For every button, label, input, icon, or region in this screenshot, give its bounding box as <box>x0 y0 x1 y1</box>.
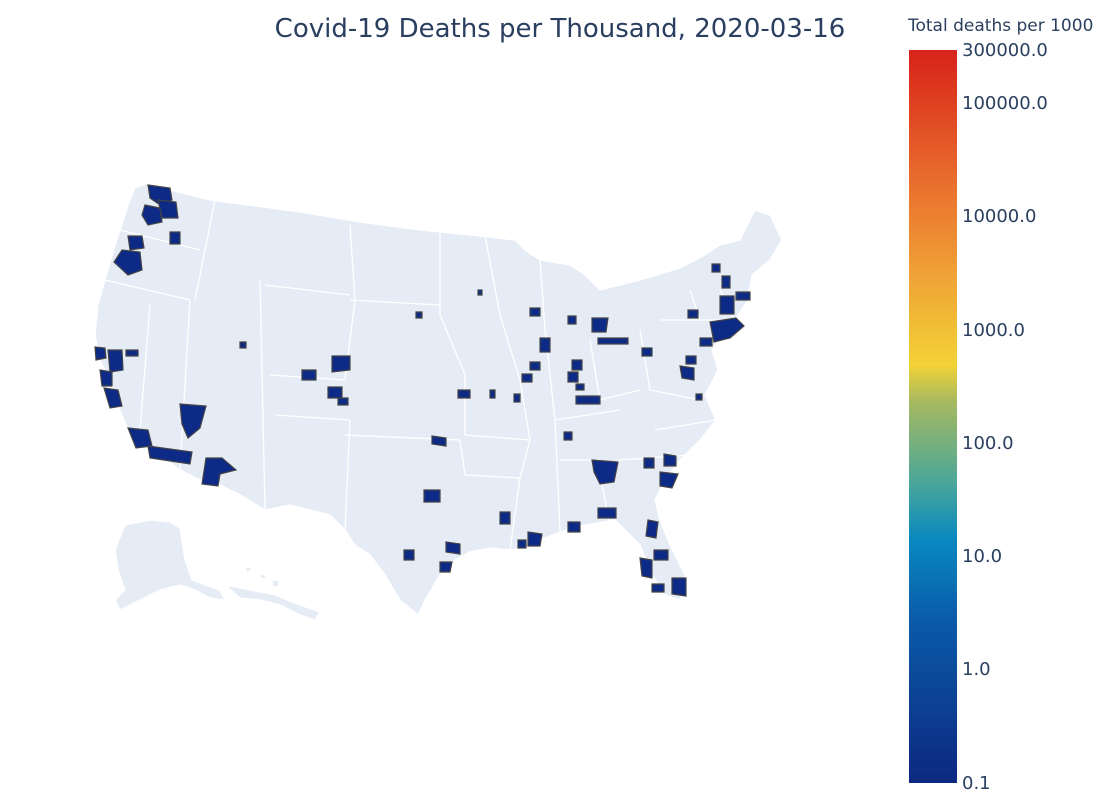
colorbar-tick: 1.0 <box>962 659 991 680</box>
county-region[interactable] <box>169 231 181 245</box>
colorbar-tick: 10.0 <box>962 546 1003 567</box>
county-region[interactable] <box>331 355 351 373</box>
county-region[interactable] <box>591 317 609 333</box>
county-region[interactable] <box>653 549 669 561</box>
county-region[interactable] <box>643 457 655 469</box>
county-region[interactable] <box>201 457 238 487</box>
states <box>94 182 783 621</box>
county-region[interactable] <box>651 583 665 593</box>
county-region[interactable] <box>141 204 163 226</box>
county-region[interactable] <box>663 453 677 467</box>
county-region[interactable] <box>157 199 179 219</box>
county-region[interactable] <box>521 373 533 383</box>
county-region[interactable] <box>301 369 317 381</box>
county-region[interactable] <box>477 289 483 296</box>
county-region[interactable] <box>127 427 153 449</box>
county-region[interactable] <box>179 403 207 439</box>
county-region[interactable] <box>431 435 447 447</box>
colorbar-tick: 10000.0 <box>962 206 1037 227</box>
colorbar <box>909 50 957 783</box>
county-region[interactable] <box>327 386 343 399</box>
county-region[interactable] <box>597 337 629 345</box>
county-region[interactable] <box>645 519 659 539</box>
county-region[interactable] <box>527 531 543 547</box>
county-region[interactable] <box>721 275 731 289</box>
county-region[interactable] <box>575 383 585 391</box>
county-region[interactable] <box>709 317 745 343</box>
alaska <box>114 519 227 611</box>
county-region[interactable] <box>439 561 453 573</box>
county-region[interactable] <box>567 315 577 325</box>
county-region[interactable] <box>699 337 713 347</box>
county-region[interactable] <box>571 359 583 371</box>
county-region[interactable] <box>679 365 695 381</box>
county-region[interactable] <box>457 389 471 399</box>
county-region[interactable] <box>695 393 703 401</box>
county-region[interactable] <box>671 577 687 597</box>
county-region[interactable] <box>563 431 573 441</box>
county-region[interactable] <box>445 541 461 555</box>
county-region[interactable] <box>567 521 581 533</box>
county-region[interactable] <box>99 369 113 387</box>
colorbar-tick: 0.1 <box>962 773 991 794</box>
county-region[interactable] <box>239 341 247 349</box>
county-region[interactable] <box>513 393 521 403</box>
county-region[interactable] <box>94 346 107 361</box>
colorbar-title: Total deaths per 1000 <box>908 16 1094 36</box>
county-region[interactable] <box>103 387 123 409</box>
hawaii <box>244 566 280 588</box>
county-region[interactable] <box>529 361 541 371</box>
counties-with-data <box>94 184 751 597</box>
county-region[interactable] <box>575 395 601 405</box>
county-region[interactable] <box>423 489 441 503</box>
county-region[interactable] <box>147 445 193 465</box>
county-region[interactable] <box>639 557 653 579</box>
county-region[interactable] <box>489 389 496 399</box>
county-region[interactable] <box>591 459 619 485</box>
chart-title: Covid-19 Deaths per Thousand, 2020-03-16 <box>274 14 846 44</box>
county-region[interactable] <box>597 507 617 519</box>
contiguous-us <box>94 182 783 617</box>
county-region[interactable] <box>113 249 143 276</box>
county-region[interactable] <box>687 309 699 319</box>
colorbar-tick: 100000.0 <box>962 93 1048 114</box>
colorbar-tick: 300000.0 <box>962 40 1048 61</box>
alaska-panhandle <box>222 583 321 621</box>
county-region[interactable] <box>529 307 541 317</box>
colorbar-tick: 100.0 <box>962 433 1014 454</box>
county-region[interactable] <box>499 511 511 525</box>
county-region[interactable] <box>685 355 697 365</box>
county-region[interactable] <box>711 263 721 273</box>
county-region[interactable] <box>539 337 551 353</box>
colorbar-tick: 1000.0 <box>962 320 1025 341</box>
us-map[interactable] <box>0 0 900 800</box>
county-region[interactable] <box>107 349 124 373</box>
county-region[interactable] <box>659 471 679 489</box>
county-region[interactable] <box>641 347 653 357</box>
county-region[interactable] <box>127 235 145 251</box>
county-region[interactable] <box>337 397 349 406</box>
county-region[interactable] <box>735 291 751 301</box>
county-region[interactable] <box>567 371 579 383</box>
county-region[interactable] <box>415 311 423 319</box>
county-region[interactable] <box>719 295 735 315</box>
county-region[interactable] <box>125 349 139 357</box>
county-region[interactable] <box>517 539 527 549</box>
county-region[interactable] <box>403 549 415 561</box>
